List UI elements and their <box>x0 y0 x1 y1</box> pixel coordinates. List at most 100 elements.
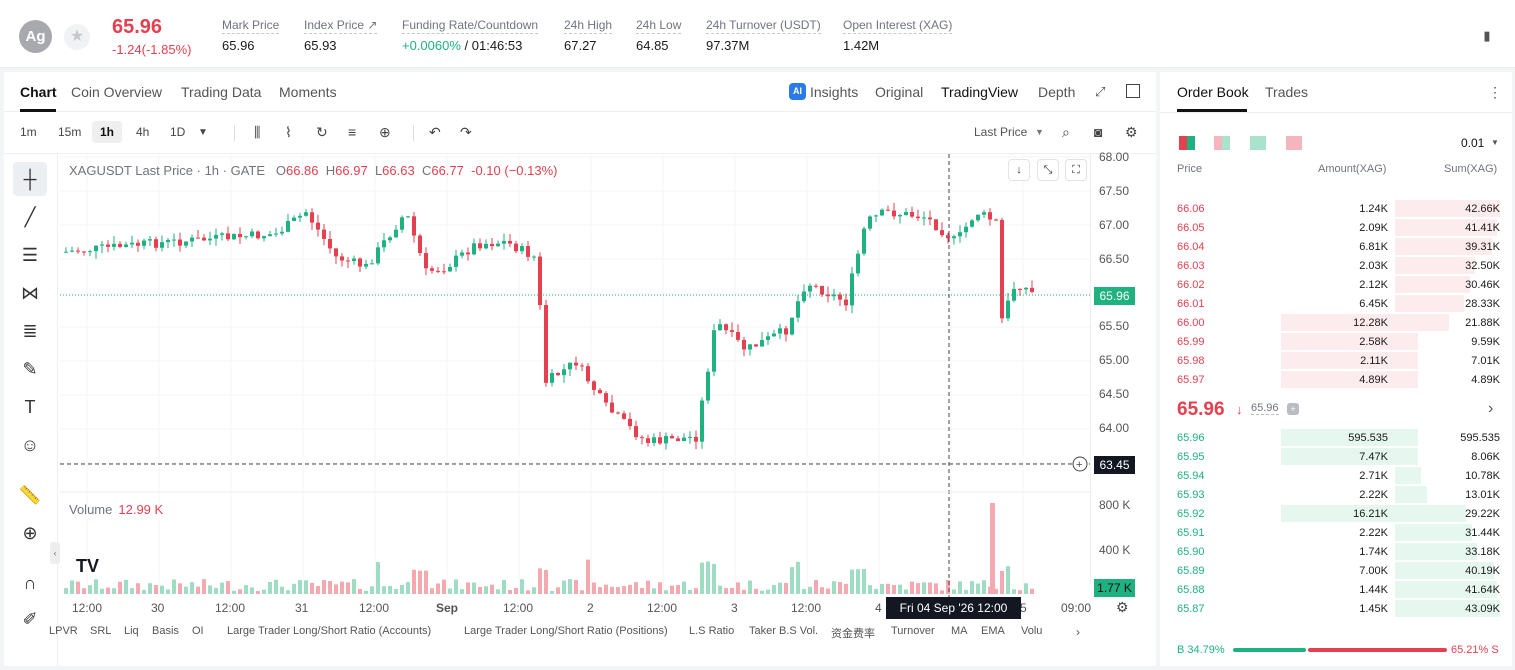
horizontal-lines-icon[interactable]: ☰ <box>21 245 39 265</box>
add-indicator-icon[interactable]: ⊕ <box>379 124 391 140</box>
row-price: 65.89 <box>1177 565 1205 577</box>
tab-coin-overview[interactable]: Coin Overview <box>71 84 163 100</box>
layout-asks-icon[interactable] <box>1286 136 1302 150</box>
templates-icon[interactable]: ≡ <box>348 124 357 140</box>
favorite-star-icon[interactable]: ★ <box>64 24 90 50</box>
bid-row[interactable]: 65.96 595.535 595.535 <box>1160 429 1512 448</box>
ask-row[interactable]: 66.03 2.03K 32.50K <box>1160 257 1512 276</box>
ask-row[interactable]: 65.97 4.89K 4.89K <box>1160 371 1512 390</box>
collapse-toolbar-icon[interactable]: ‹ <box>50 542 60 564</box>
tab-tradingview[interactable]: TradingView <box>941 84 1019 100</box>
window-icon[interactable] <box>1126 84 1140 98</box>
tab-trading-data[interactable]: Trading Data <box>181 84 262 100</box>
zoom-in-icon[interactable]: ⊕ <box>22 523 38 543</box>
stat-index-price[interactable]: Index Price ↗ 65.93 <box>304 18 378 53</box>
ask-row[interactable]: 66.05 2.09K 41.41K <box>1160 219 1512 238</box>
bid-row[interactable]: 65.94 2.71K 10.78K <box>1160 467 1512 486</box>
chart-canvas[interactable]: + <box>4 72 1156 666</box>
indicator-item[interactable]: LPVR <box>49 625 78 637</box>
brush-icon[interactable]: ✎ <box>22 359 38 379</box>
indicator-item[interactable]: EMA <box>981 625 1005 637</box>
text-icon[interactable]: T <box>24 397 36 417</box>
fullscreen-icon[interactable]: ⛶ <box>1065 159 1087 181</box>
bid-row[interactable]: 65.92 16.21K 29.22K <box>1160 505 1512 524</box>
indicator-item[interactable]: Liq <box>124 625 139 637</box>
undo-icon[interactable]: ↶ <box>429 124 441 140</box>
layout-bids-icon[interactable] <box>1250 136 1266 150</box>
timeframe-15m[interactable]: 15m <box>58 125 82 139</box>
timeframe-1h[interactable]: 1h <box>92 121 123 143</box>
ask-row[interactable]: 66.00 12.28K 21.88K <box>1160 314 1512 333</box>
redo-icon[interactable]: ↷ <box>460 124 472 140</box>
timeframe-4h[interactable]: 4h <box>136 125 150 139</box>
chevron-right-icon[interactable]: › <box>1076 625 1080 639</box>
timeframe-dropdown-icon[interactable]: ▼ <box>198 127 208 138</box>
collapse-icon[interactable]: ⤡ <box>1037 159 1059 181</box>
book-icon[interactable]: ▮ <box>1483 28 1491 43</box>
camera-icon[interactable]: ◙ <box>1094 124 1103 140</box>
magnet-icon[interactable]: ∩ <box>23 573 37 593</box>
emoji-icon[interactable]: ☺ <box>20 435 40 455</box>
tab-depth[interactable]: Depth <box>1038 84 1076 100</box>
price-axis[interactable] <box>1090 154 1156 584</box>
ask-row[interactable]: 66.04 6.81K 39.31K <box>1160 238 1512 257</box>
price-type-chevron-down-icon[interactable]: ▼ <box>1035 127 1044 137</box>
indicators-icon[interactable]: ⌇ <box>285 124 292 140</box>
replay-icon[interactable]: ↻ <box>316 124 328 140</box>
precision-select[interactable]: 0.01 <box>1461 136 1485 150</box>
info-icon[interactable]: + <box>1287 403 1299 415</box>
indicator-item[interactable]: L.S Ratio <box>689 625 735 637</box>
indicator-item[interactable]: Turnover <box>891 625 935 637</box>
sum-depth-bar <box>1395 276 1470 293</box>
bid-row[interactable]: 65.95 7.47K 8.06K <box>1160 448 1512 467</box>
tab-chart[interactable]: Chart <box>20 84 57 100</box>
timeframe-1m[interactable]: 1m <box>20 125 37 139</box>
trendline-icon[interactable]: ╱ <box>24 207 36 227</box>
ask-row[interactable]: 66.06 1.24K 42.66K <box>1160 200 1512 219</box>
more-options-icon[interactable]: ⋮ <box>1488 84 1502 100</box>
ask-row[interactable]: 66.02 2.12K 30.46K <box>1160 276 1512 295</box>
bid-row[interactable]: 65.90 1.74K 33.18K <box>1160 543 1512 562</box>
settings-gear-icon[interactable]: ⚙ <box>1116 599 1129 615</box>
ruler-icon[interactable]: 📏 <box>18 485 42 505</box>
fib-icon[interactable]: ≣ <box>22 321 38 341</box>
ask-row[interactable]: 66.01 6.45K 28.33K <box>1160 295 1512 314</box>
tab-moments[interactable]: Moments <box>279 84 337 100</box>
timeframe-1d[interactable]: 1D <box>170 125 186 139</box>
indicator-item[interactable]: Basis <box>152 625 179 637</box>
pattern-icon[interactable]: ⋈ <box>21 283 39 303</box>
indicator-item[interactable]: Large Trader Long/Short Ratio (Positions… <box>464 625 668 637</box>
ask-row[interactable]: 65.98 2.11K 7.01K <box>1160 352 1512 371</box>
indicator-item[interactable]: Taker B.S Vol. <box>749 625 819 637</box>
bid-row[interactable]: 65.91 2.22K 31.44K <box>1160 524 1512 543</box>
tab-trades[interactable]: Trades <box>1265 84 1309 100</box>
sum-depth-bar <box>1395 600 1500 617</box>
indicator-item[interactable]: 资金费率 <box>831 628 875 640</box>
bid-row[interactable]: 65.93 2.22K 13.01K <box>1160 486 1512 505</box>
ask-row[interactable]: 65.99 2.58K 9.59K <box>1160 333 1512 352</box>
precision-chevron-down-icon[interactable]: ▼ <box>1491 138 1499 147</box>
indicator-item[interactable]: Large Trader Long/Short Ratio (Accounts) <box>227 625 432 637</box>
bid-row[interactable]: 65.88 1.44K 41.64K <box>1160 581 1512 600</box>
tab-original[interactable]: Original <box>875 84 924 100</box>
expand-icon[interactable]: ⤢ <box>1095 84 1106 99</box>
indicator-item[interactable]: SRL <box>90 625 112 637</box>
bid-row[interactable]: 65.89 7.00K 40.19K <box>1160 562 1512 581</box>
add-alert-icon[interactable] <box>1072 456 1088 472</box>
indicator-item[interactable]: OI <box>192 625 204 637</box>
candle-type-icon[interactable]: ⫼ <box>254 124 261 140</box>
gear-icon[interactable]: ⚙ <box>1125 124 1138 140</box>
price-type-select[interactable]: Last Price <box>974 125 1028 139</box>
layout-both-icon[interactable] <box>1179 136 1195 150</box>
arrow-down-icon[interactable]: ↓ <box>1008 159 1030 181</box>
chevron-right-icon[interactable]: › <box>1488 400 1494 417</box>
layout-split-icon[interactable] <box>1214 136 1230 150</box>
search-icon[interactable]: ⌕ <box>1062 124 1070 140</box>
bid-row[interactable]: 65.87 1.45K 43.09K <box>1160 600 1512 619</box>
indicator-item[interactable]: Volu <box>1021 625 1043 637</box>
pencil-lock-icon[interactable]: ✐ <box>22 609 38 629</box>
crosshair-icon[interactable]: ┼ <box>13 162 47 196</box>
tab-order-book[interactable]: Order Book <box>1177 84 1249 100</box>
indicator-item[interactable]: MA <box>951 625 968 637</box>
tab-insights[interactable]: Insights <box>810 84 859 100</box>
